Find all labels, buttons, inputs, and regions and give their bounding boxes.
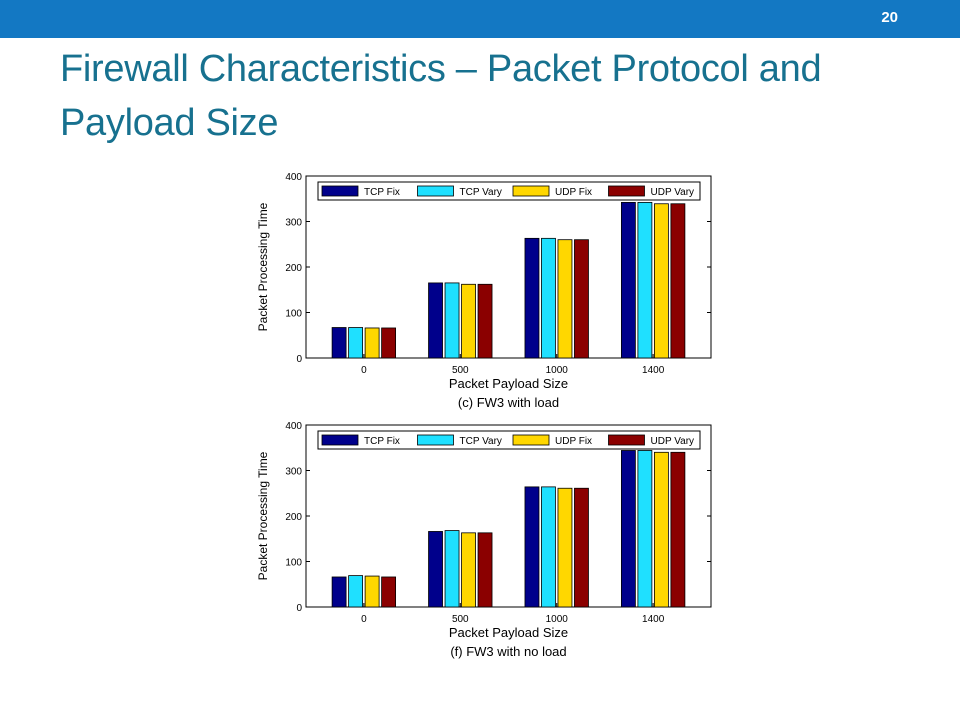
- x-axis-label: Packet Payload Size: [449, 376, 568, 391]
- y-tick-label: 0: [296, 603, 302, 614]
- bar: [331, 327, 347, 359]
- bar: [348, 327, 364, 359]
- bar: [428, 531, 443, 608]
- y-axis-label: Packet Processing Time: [256, 451, 270, 580]
- slide-title: Firewall Characteristics – Packet Protoc…: [60, 48, 822, 144]
- legend-swatch: [608, 185, 645, 197]
- bar: [653, 203, 669, 359]
- bar: [653, 451, 669, 608]
- x-tick-label: 500: [452, 614, 469, 625]
- legend-swatch: [608, 434, 645, 446]
- x-tick-label: 1000: [546, 614, 569, 625]
- bar: [637, 450, 653, 608]
- legend-label: TCP Vary: [460, 436, 502, 447]
- x-tick-label: 500: [452, 365, 469, 376]
- y-tick-label: 200: [285, 512, 302, 523]
- x-tick-label: 1000: [546, 365, 569, 376]
- bar: [444, 282, 460, 359]
- y-tick-label: 200: [285, 263, 302, 274]
- header-bar: 20: [0, 0, 960, 38]
- legend-swatch: [417, 434, 454, 446]
- legend-label: UDP Vary: [651, 436, 695, 447]
- bar: [557, 487, 573, 608]
- bar: [637, 201, 653, 359]
- bar: [670, 451, 686, 608]
- y-axis-label: Packet Processing Time: [256, 202, 270, 331]
- bar: [477, 283, 493, 359]
- legend-label: TCP Fix: [364, 187, 400, 198]
- x-tick-label: 0: [361, 365, 367, 376]
- legend-swatch: [512, 434, 550, 446]
- y-tick-label: 0: [296, 354, 302, 365]
- bar: [524, 486, 540, 608]
- x-tick-label: 1400: [642, 614, 665, 625]
- y-tick-label: 100: [285, 558, 302, 569]
- legend-swatch: [321, 185, 359, 197]
- legend-swatch: [417, 185, 454, 197]
- x-axis-label: Packet Payload Size: [449, 625, 568, 640]
- x-tick-label: 0: [361, 614, 367, 625]
- bar: [620, 201, 636, 359]
- legend-box: [317, 181, 701, 201]
- bar: [461, 532, 476, 608]
- y-tick-label: 300: [285, 218, 302, 229]
- bar: [524, 237, 540, 359]
- legend-label: UDP Vary: [651, 187, 695, 198]
- bar: [541, 237, 556, 359]
- bar: [477, 532, 493, 608]
- legend-label: UDP Fix: [555, 187, 592, 198]
- legend-swatch: [512, 185, 550, 197]
- chart-caption: (c) FW3 with load: [458, 395, 559, 410]
- y-tick-label: 400: [285, 421, 302, 432]
- bar: [574, 487, 589, 608]
- bar: [331, 576, 347, 608]
- x-tick-label: 1400: [642, 365, 665, 376]
- bar: [670, 203, 686, 359]
- y-tick-label: 400: [285, 172, 302, 183]
- slide-number: 20: [881, 9, 898, 26]
- bar: [541, 486, 556, 608]
- bar: [461, 283, 476, 359]
- legend-swatch: [321, 434, 359, 446]
- bar: [557, 239, 573, 359]
- bar: [381, 576, 397, 608]
- bar: [444, 530, 460, 608]
- bar: [364, 575, 380, 608]
- legend-label: TCP Fix: [364, 436, 400, 447]
- y-tick-label: 100: [285, 309, 302, 320]
- legend-label: TCP Vary: [460, 187, 502, 198]
- y-tick-label: 300: [285, 467, 302, 478]
- bar: [428, 282, 443, 359]
- bar: [348, 575, 364, 608]
- legend-box: [317, 430, 701, 450]
- legend-label: UDP Fix: [555, 436, 592, 447]
- bar: [620, 450, 636, 608]
- bar: [381, 327, 397, 359]
- bar: [574, 239, 589, 359]
- chart-caption: (f) FW3 with no load: [450, 644, 566, 659]
- bar: [364, 327, 380, 359]
